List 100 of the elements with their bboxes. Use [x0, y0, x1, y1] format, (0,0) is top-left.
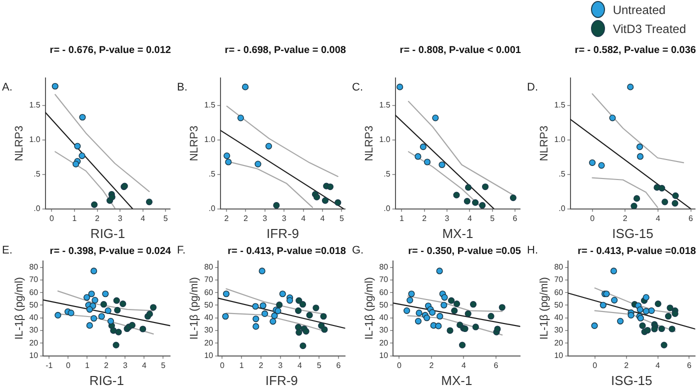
x-tick-label: 6: [494, 360, 499, 370]
x-tick-label: 5: [490, 214, 496, 223]
y-tick-label: 1.0: [29, 135, 41, 144]
y-tick-label: 70: [379, 275, 389, 284]
y-axis-title: IL-1β (pg/ml): [14, 277, 26, 340]
x-tick-label: 2: [224, 214, 230, 223]
x-tick-label: 3: [282, 214, 287, 223]
x-tick-label: 2: [622, 214, 628, 223]
y-tick-label: 80: [379, 262, 389, 272]
y-tick-label: 70: [204, 275, 214, 284]
y-axis-title: IL-1β (pg/ml): [364, 277, 376, 340]
y-tick-label: .5: [384, 170, 391, 179]
y-tick-label: 20: [379, 338, 389, 348]
x-axis-title: MX-1: [441, 372, 472, 388]
chart-title: r= - 0.413, P-value =0.018: [228, 246, 346, 257]
y-tick-label: .5: [208, 170, 216, 179]
y-tick-label: 50: [554, 300, 564, 310]
y-tick-label: .0: [208, 204, 216, 214]
text: A.: [2, 82, 12, 94]
x-tick-label: 4: [320, 214, 326, 223]
x-tick-label: 2: [624, 360, 630, 370]
x-tick-label: 4: [297, 360, 302, 370]
x-tick-label: 3: [122, 360, 128, 370]
y-tick-label: 20: [29, 338, 39, 348]
x-tick-label: 4: [142, 360, 147, 370]
x-tick-label: 6: [688, 214, 694, 223]
y-tick-label: .0: [34, 204, 41, 214]
y-tick-label: 1.5: [379, 100, 391, 110]
y-tick-label: 1.5: [204, 100, 216, 110]
y-tick-label: 10: [379, 351, 389, 360]
y-axis-title: IL-1β (pg/ml): [538, 277, 551, 340]
chart-title: r= - 0.398, P-value = 0.024: [50, 246, 172, 257]
y-tick-label: 60: [379, 288, 389, 297]
y-tick-label: .5: [558, 170, 566, 179]
x-tick-label: 5: [340, 214, 345, 223]
x-tick-label: 5: [160, 360, 166, 370]
y-tick-label: 60: [29, 288, 39, 297]
y-tick-label: 10: [204, 351, 214, 360]
x-tick-label: 0: [592, 360, 598, 370]
chart-title: r= - 0.413, P-value =0.018: [578, 246, 696, 257]
x-tick-label: 6: [336, 360, 342, 370]
x-tick-label: 6: [512, 214, 518, 223]
x-tick-label: 1: [72, 214, 78, 223]
x-tick-label: 1: [399, 214, 404, 223]
y-tick-label: 80: [29, 262, 39, 272]
chart-title: r= - 0.350, P-value =0.05: [408, 246, 522, 257]
x-tick-label: 4: [140, 214, 146, 223]
y-tick-label: 70: [554, 275, 564, 284]
x-axis-title: ISG-15: [611, 372, 652, 388]
x-tick-label: 3: [444, 214, 450, 223]
x-tick-label: 0: [397, 360, 402, 370]
text: F.: [177, 244, 186, 257]
y-tick-label: 80: [554, 262, 564, 272]
y-tick-label: 50: [29, 300, 39, 310]
y-tick-label: 50: [379, 300, 389, 310]
y-tick-label: .0: [558, 204, 566, 214]
y-tick-label: 50: [204, 300, 214, 310]
y-tick-label: .0: [384, 204, 391, 214]
x-tick-label: 5: [316, 360, 322, 370]
x-tick-label: 3: [262, 214, 268, 223]
x-tick-label: 2: [95, 214, 100, 223]
chart-title: r= - 0.698, P-value = 0.008: [224, 44, 346, 56]
x-tick-label: 4: [301, 214, 306, 223]
y-tick-label: 40: [29, 313, 39, 322]
text: G.: [352, 244, 364, 257]
y-tick-label: 1.5: [554, 100, 566, 110]
text: H.: [527, 244, 538, 257]
y-tick-label: 30: [204, 326, 214, 335]
y-tick-label: 30: [554, 326, 564, 335]
y-tick-label: 10: [554, 351, 564, 360]
x-tick-label: 0: [66, 360, 71, 370]
x-tick-label: 2: [243, 214, 248, 223]
x-tick-label: 2: [429, 360, 434, 370]
x-axis-title: ISG-15: [612, 226, 654, 241]
x-axis-title: IFR-9: [266, 226, 300, 241]
y-tick-label: 20: [204, 338, 214, 348]
x-axis-title: RIG-1: [89, 372, 124, 388]
y-tick-label: 1.0: [554, 135, 566, 144]
y-axis-title: NLRP3: [364, 126, 376, 162]
x-tick-label: 2: [422, 214, 428, 223]
x-tick-label: 0: [590, 214, 596, 223]
x-tick-label: 6: [686, 360, 692, 370]
x-tick-label: 0: [49, 214, 54, 223]
y-axis-title: NLRP3: [14, 126, 26, 162]
y-tick-label: 30: [379, 326, 389, 335]
x-tick-label: 0: [220, 360, 225, 370]
x-axis-title: MX-1: [442, 226, 474, 241]
chart-title: r= - 0.582, P-value = 0.036: [574, 44, 696, 56]
y-tick-label: .5: [34, 170, 41, 179]
x-tick-label: 3: [278, 360, 284, 370]
x-tick-label: 1: [239, 360, 244, 370]
x-tick-label: 2: [258, 360, 264, 370]
x-tick-label: 4: [467, 214, 472, 223]
x-axis-title: IFR-9: [265, 372, 298, 388]
y-axis-title: IL-1β (pg/ml): [188, 277, 201, 340]
legend-label: VitD3 Treated: [612, 22, 686, 36]
y-tick-label: 80: [204, 262, 214, 272]
x-tick-label: 4: [656, 214, 661, 223]
x-tick-label: 1: [84, 360, 90, 370]
y-axis-title: NLRP3: [188, 126, 201, 162]
